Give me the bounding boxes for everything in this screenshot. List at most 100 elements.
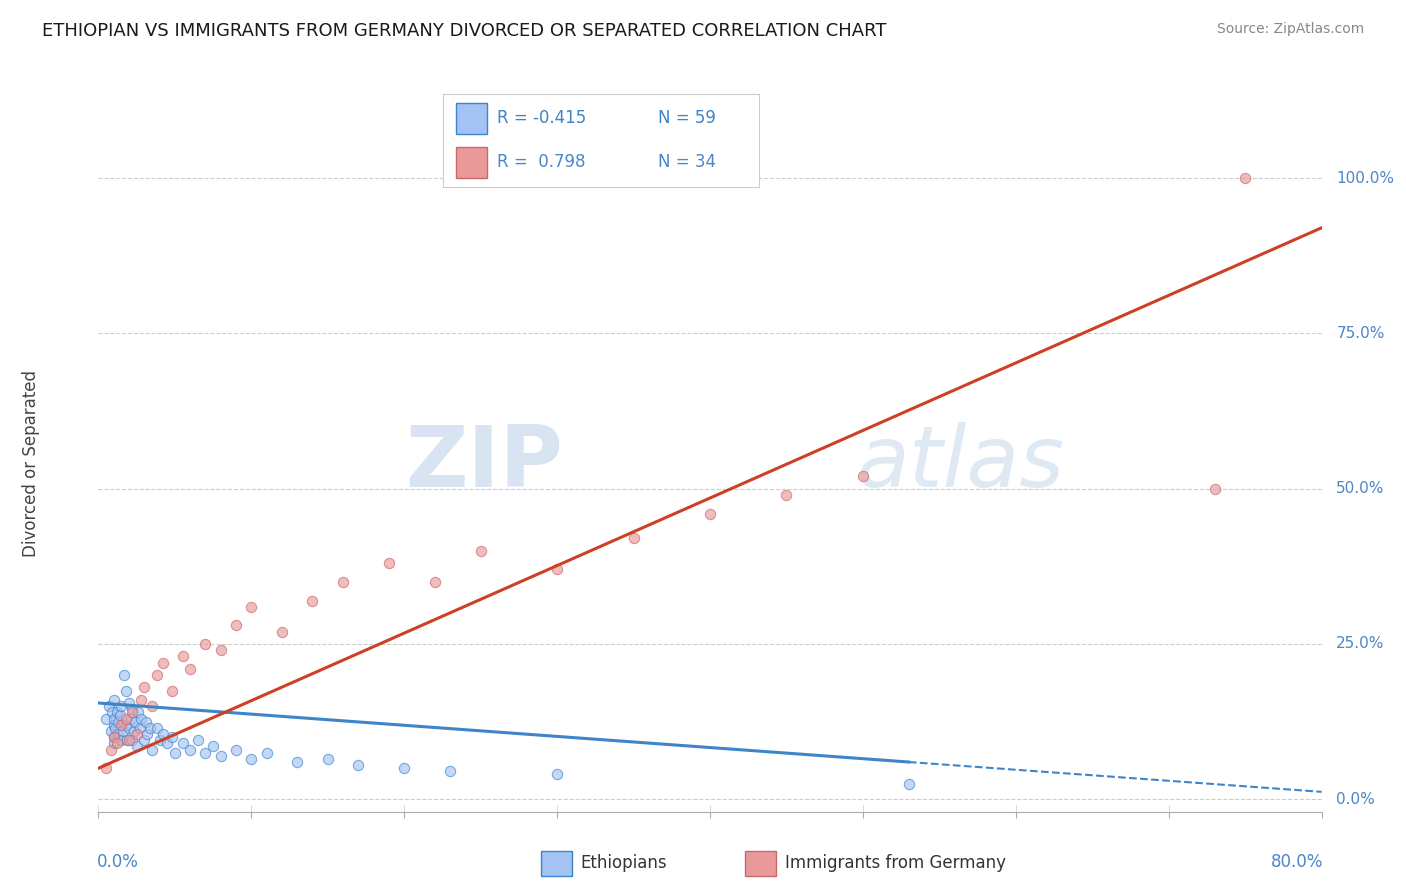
Point bbox=[160, 683, 183, 698]
Point bbox=[127, 706, 149, 720]
Point bbox=[699, 507, 721, 521]
Point bbox=[107, 714, 129, 729]
Point bbox=[103, 717, 125, 731]
Text: N = 59: N = 59 bbox=[658, 109, 716, 127]
Point bbox=[141, 699, 163, 714]
Point bbox=[270, 624, 292, 639]
Point bbox=[103, 736, 125, 750]
Text: N = 34: N = 34 bbox=[658, 153, 716, 171]
Text: Divorced or Separated: Divorced or Separated bbox=[22, 370, 41, 558]
Point bbox=[546, 767, 568, 781]
Point bbox=[172, 649, 194, 664]
Point bbox=[546, 562, 568, 576]
Text: Source: ZipAtlas.com: Source: ZipAtlas.com bbox=[1216, 22, 1364, 37]
Point bbox=[623, 532, 645, 546]
Point bbox=[135, 714, 157, 729]
Point bbox=[149, 733, 172, 747]
Text: R = -0.415: R = -0.415 bbox=[496, 109, 586, 127]
Point bbox=[118, 733, 141, 747]
Point bbox=[101, 706, 124, 720]
Point bbox=[110, 733, 132, 747]
Point bbox=[240, 752, 263, 766]
Point bbox=[775, 488, 797, 502]
Point bbox=[94, 712, 117, 726]
Point bbox=[347, 758, 370, 772]
Point bbox=[107, 727, 129, 741]
Point bbox=[202, 739, 225, 754]
Point bbox=[111, 723, 134, 738]
Point bbox=[152, 727, 174, 741]
FancyBboxPatch shape bbox=[456, 147, 486, 178]
Text: atlas: atlas bbox=[856, 422, 1064, 506]
Point bbox=[110, 717, 132, 731]
Point bbox=[225, 742, 247, 756]
Text: Immigrants from Germany: Immigrants from Germany bbox=[785, 855, 1005, 872]
Point bbox=[145, 668, 167, 682]
Point bbox=[256, 746, 278, 760]
Point bbox=[301, 593, 323, 607]
Point bbox=[316, 752, 339, 766]
Point bbox=[225, 618, 247, 632]
Point bbox=[117, 733, 139, 747]
Point bbox=[124, 714, 146, 729]
FancyBboxPatch shape bbox=[456, 103, 486, 134]
Text: ZIP: ZIP bbox=[405, 422, 564, 506]
Point bbox=[115, 717, 138, 731]
Point bbox=[121, 733, 143, 747]
Point bbox=[108, 708, 131, 723]
Text: 25.0%: 25.0% bbox=[1336, 637, 1385, 651]
Point bbox=[156, 736, 179, 750]
Point bbox=[163, 746, 186, 760]
Text: 100.0%: 100.0% bbox=[1336, 170, 1395, 186]
Point bbox=[1204, 482, 1226, 496]
Point bbox=[125, 727, 148, 741]
Point bbox=[423, 574, 446, 589]
Text: R =  0.798: R = 0.798 bbox=[496, 153, 585, 171]
Point bbox=[136, 727, 159, 741]
Point bbox=[128, 721, 150, 735]
Point bbox=[209, 643, 232, 657]
Text: 80.0%: 80.0% bbox=[1271, 854, 1323, 871]
Point bbox=[194, 746, 217, 760]
Point bbox=[285, 755, 308, 769]
Point bbox=[392, 761, 416, 775]
Text: ETHIOPIAN VS IMMIGRANTS FROM GERMANY DIVORCED OR SEPARATED CORRELATION CHART: ETHIOPIAN VS IMMIGRANTS FROM GERMANY DIV… bbox=[42, 22, 887, 40]
Point bbox=[125, 739, 148, 754]
Point bbox=[118, 721, 141, 735]
Point bbox=[141, 742, 163, 756]
Point bbox=[103, 693, 125, 707]
Point bbox=[103, 730, 125, 744]
Text: 0.0%: 0.0% bbox=[97, 854, 139, 871]
Text: 50.0%: 50.0% bbox=[1336, 481, 1385, 496]
Point bbox=[103, 730, 125, 744]
Point bbox=[118, 696, 141, 710]
Text: 75.0%: 75.0% bbox=[1336, 326, 1385, 341]
Point bbox=[94, 761, 117, 775]
Point bbox=[145, 721, 167, 735]
Text: Ethiopians: Ethiopians bbox=[581, 855, 668, 872]
Point bbox=[115, 683, 138, 698]
Point bbox=[179, 662, 201, 676]
Point bbox=[105, 736, 128, 750]
Point bbox=[104, 721, 127, 735]
Point bbox=[129, 712, 152, 726]
Point bbox=[98, 699, 121, 714]
Point bbox=[332, 574, 354, 589]
Point bbox=[378, 556, 401, 570]
Point bbox=[897, 777, 920, 791]
Point bbox=[121, 702, 143, 716]
Point bbox=[134, 681, 156, 695]
Point bbox=[194, 637, 217, 651]
Point bbox=[120, 712, 142, 726]
Point bbox=[852, 469, 875, 483]
Point bbox=[139, 721, 162, 735]
Point bbox=[105, 706, 128, 720]
Point bbox=[240, 599, 263, 614]
Point bbox=[115, 712, 138, 726]
Text: 0.0%: 0.0% bbox=[1336, 792, 1375, 806]
Point bbox=[187, 733, 209, 747]
Point bbox=[172, 736, 194, 750]
Point bbox=[152, 656, 174, 670]
Point bbox=[1234, 171, 1257, 186]
Point bbox=[439, 764, 461, 779]
